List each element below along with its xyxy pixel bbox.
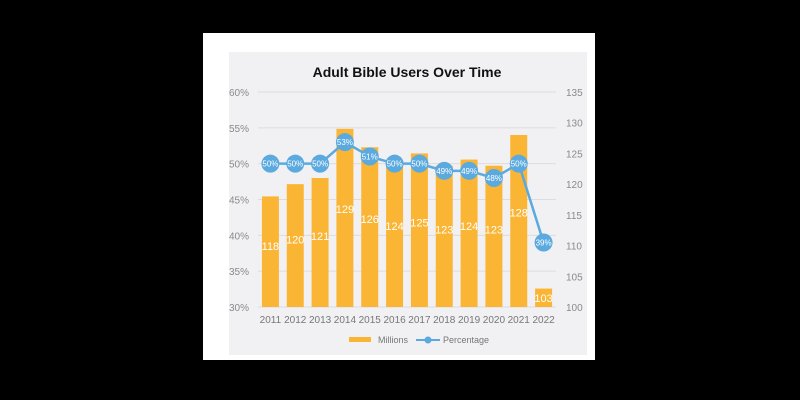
left-tick-label: 60% (229, 88, 249, 99)
left-tick-label: 50% (229, 160, 249, 171)
bar (361, 147, 379, 307)
point-value-label: 48% (486, 174, 502, 183)
bar (535, 288, 553, 307)
bar-value-label: 124 (460, 221, 478, 233)
right-tick-label: 110 (566, 242, 582, 253)
line-point (435, 161, 454, 180)
bar-value-label: 118 (262, 241, 280, 253)
x-tick-label: 2017 (408, 315, 431, 326)
x-tick-label: 2016 (383, 315, 406, 326)
bar (485, 165, 503, 307)
bars-millions (261, 128, 553, 307)
left-tick-label: 55% (229, 124, 249, 135)
right-tick-label: 105 (566, 272, 583, 283)
bar (410, 153, 428, 307)
x-axis-ticks: 2011 2012 2013 2014 2015 2016 2017 2018 2019 2020… (260, 315, 555, 326)
point-value-label: 53% (337, 138, 353, 147)
legend-marker-percentage (424, 336, 432, 344)
line-point (360, 147, 379, 166)
line-point (484, 169, 503, 187)
bar (261, 196, 279, 307)
x-tick-label: 2018 (433, 315, 456, 326)
bar-value-label: 103 (534, 293, 552, 305)
left-tick-label: 35% (229, 267, 249, 278)
legend-swatch-millions (349, 337, 371, 342)
line-point (385, 154, 404, 173)
bar (311, 178, 329, 307)
x-tick-label: 2022 (532, 315, 555, 326)
x-tick-label: 2021 (508, 315, 531, 326)
right-axis-ticks: 100 105 110 115 120 125 130 135 (566, 88, 583, 314)
right-tick-label: 135 (566, 88, 583, 99)
line-percentage: 50% 50% 50% 53% 51% 50% 50% 49% 49% 48% 50% 39% (261, 133, 553, 252)
chart-title: Adult Bible Users Over Time (313, 64, 502, 80)
x-tick-label: 2013 (309, 315, 332, 326)
line-point (534, 233, 553, 252)
x-tick-label: 2020 (483, 315, 506, 326)
legend-label-millions: Millions (378, 335, 409, 345)
bar-value-label: 123 (435, 224, 453, 236)
x-tick-label: 2011 (260, 315, 282, 326)
point-value-label: 50% (387, 160, 403, 169)
right-tick-label: 100 (566, 303, 583, 314)
bar-labels: 118 120 121 129 126 124 125 123 124 123 128 103 (262, 204, 553, 305)
line-point (410, 154, 429, 173)
right-tick-label: 130 (566, 119, 583, 130)
point-value-label: 50% (312, 160, 328, 169)
bar-value-label: 121 (311, 231, 329, 243)
bar-value-label: 128 (510, 207, 528, 219)
legend: Millions Percentage (349, 335, 489, 345)
bar (386, 159, 404, 307)
left-tick-label: 45% (229, 196, 249, 207)
bar-value-label: 129 (336, 204, 354, 216)
right-tick-label: 125 (566, 149, 583, 160)
point-value-label: 49% (436, 167, 452, 176)
bar-value-label: 125 (410, 218, 428, 230)
line-point (261, 154, 280, 173)
legend-label-percentage: Percentage (443, 335, 489, 345)
x-tick-label: 2019 (458, 315, 481, 326)
point-value-label: 51% (362, 153, 378, 162)
point-value-label: 50% (262, 160, 278, 169)
line-point (311, 154, 330, 173)
line-point (460, 161, 479, 180)
right-tick-label: 120 (566, 180, 583, 191)
left-tick-label: 40% (229, 231, 249, 242)
point-value-label: 50% (511, 160, 527, 169)
point-value-label: 50% (411, 160, 427, 169)
point-value-label: 49% (461, 167, 477, 176)
point-value-label: 39% (536, 239, 552, 248)
bar (460, 159, 478, 307)
bar (435, 165, 453, 307)
bar-value-label: 126 (361, 214, 379, 226)
left-axis-ticks: 30% 35% 40% 45% 50% 55% 60% (229, 88, 249, 314)
bar-value-label: 123 (485, 224, 503, 236)
point-value-label: 50% (287, 160, 303, 169)
right-tick-label: 115 (566, 211, 582, 222)
line-point (509, 154, 528, 173)
line-point (335, 133, 354, 152)
x-tick-label: 2012 (284, 315, 307, 326)
x-tick-label: 2014 (334, 315, 357, 326)
left-tick-label: 30% (229, 303, 249, 314)
bar (336, 128, 354, 307)
x-tick-label: 2015 (359, 315, 382, 326)
bar (286, 184, 304, 307)
line-point (286, 154, 305, 173)
bar-value-label: 120 (286, 234, 304, 246)
bar-value-label: 124 (385, 221, 403, 233)
